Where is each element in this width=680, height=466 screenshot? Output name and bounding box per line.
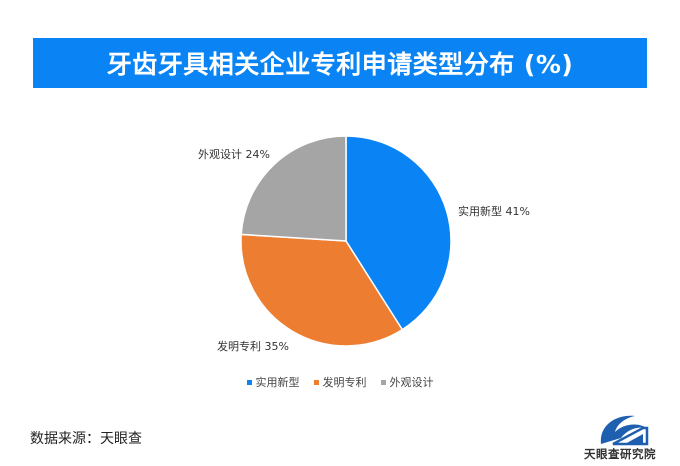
legend-item-utility: 实用新型 bbox=[246, 374, 300, 390]
tianyancha-logo-icon bbox=[600, 415, 649, 446]
slice-label-invention: 发明专利 35% bbox=[217, 340, 289, 353]
logo-text: 天眼查研究院 bbox=[584, 447, 656, 461]
pie-slice-2 bbox=[240, 135, 347, 242]
data-source: 数据来源：天眼查 bbox=[30, 431, 142, 447]
legend: 实用新型 发明专利 外观设计 bbox=[0, 374, 680, 390]
legend-label: 外观设计 bbox=[389, 376, 434, 389]
pie-slice-1 bbox=[240, 233, 404, 347]
legend-item-design: 外观设计 bbox=[380, 374, 434, 390]
legend-label: 发明专利 bbox=[322, 376, 367, 389]
legend-swatch bbox=[313, 379, 319, 385]
slice-label-utility: 实用新型 41% bbox=[458, 205, 530, 218]
chart-title-banner: 牙齿牙具相关企业专利申请类型分布 (%) bbox=[33, 38, 647, 88]
legend-swatch bbox=[380, 379, 386, 385]
legend-swatch bbox=[246, 379, 252, 385]
legend-item-invention: 发明专利 bbox=[313, 374, 367, 390]
slice-label-design: 外观设计 24% bbox=[198, 148, 270, 161]
legend-label: 实用新型 bbox=[255, 376, 300, 389]
